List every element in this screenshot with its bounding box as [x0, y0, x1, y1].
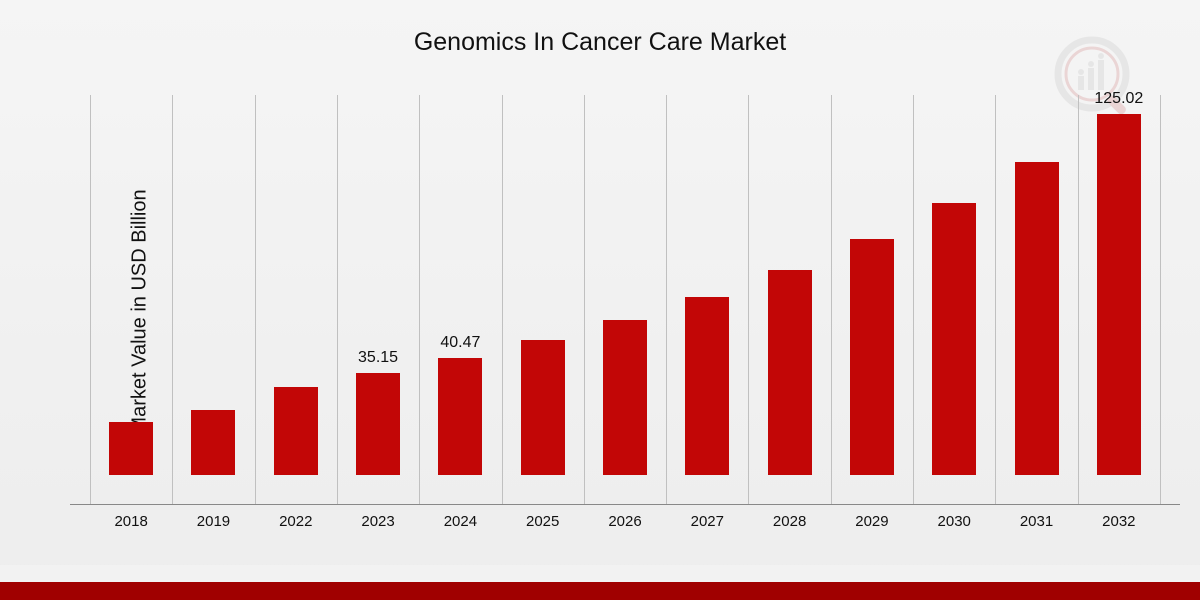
x-axis-baseline — [70, 504, 1180, 505]
x-axis-label: 2025 — [503, 513, 583, 530]
gridline — [748, 95, 749, 505]
gridline — [172, 95, 173, 505]
bar-chart: 35.1540.47125.02 20182019202220232024202… — [70, 85, 1180, 535]
bar — [438, 358, 482, 475]
footer-bar — [0, 582, 1200, 600]
bar — [356, 373, 400, 475]
gridline — [90, 95, 91, 505]
gridline — [1160, 95, 1161, 505]
bar — [850, 239, 894, 475]
x-axis-label: 2026 — [585, 513, 665, 530]
gridline — [419, 95, 420, 505]
gridline — [502, 95, 503, 505]
bar — [685, 297, 729, 475]
bar — [191, 410, 235, 475]
gridline — [995, 95, 996, 505]
bar-value-label: 125.02 — [1079, 90, 1159, 108]
x-axis-label: 2023 — [338, 513, 418, 530]
bar — [1097, 114, 1141, 475]
x-axis-label: 2032 — [1079, 513, 1159, 530]
bar — [274, 387, 318, 475]
x-axis-label: 2019 — [173, 513, 253, 530]
x-axis-label: 2030 — [914, 513, 994, 530]
bar — [521, 340, 565, 475]
bar — [1015, 162, 1059, 475]
bar-value-label: 35.15 — [338, 349, 418, 367]
gridline — [666, 95, 667, 505]
x-axis-label: 2027 — [667, 513, 747, 530]
gridline — [1078, 95, 1079, 505]
gridline — [255, 95, 256, 505]
bar-value-label: 40.47 — [420, 334, 500, 352]
gridline — [337, 95, 338, 505]
bar — [109, 422, 153, 475]
bar — [603, 320, 647, 475]
x-axis-label: 2028 — [750, 513, 830, 530]
bar — [768, 270, 812, 475]
plot-area: 35.1540.47 125.02 — [70, 85, 1180, 505]
x-axis-label: 2024 — [420, 513, 500, 530]
gridline — [831, 95, 832, 505]
gridline — [584, 95, 585, 505]
x-axis-label: 2018 — [91, 513, 171, 530]
chart-title: Genomics In Cancer Care Market — [414, 28, 786, 57]
x-axis-label: 2022 — [256, 513, 336, 530]
x-axis-label: 2031 — [997, 513, 1077, 530]
gridline — [913, 95, 914, 505]
bar — [932, 203, 976, 475]
x-axis-label: 2029 — [832, 513, 912, 530]
